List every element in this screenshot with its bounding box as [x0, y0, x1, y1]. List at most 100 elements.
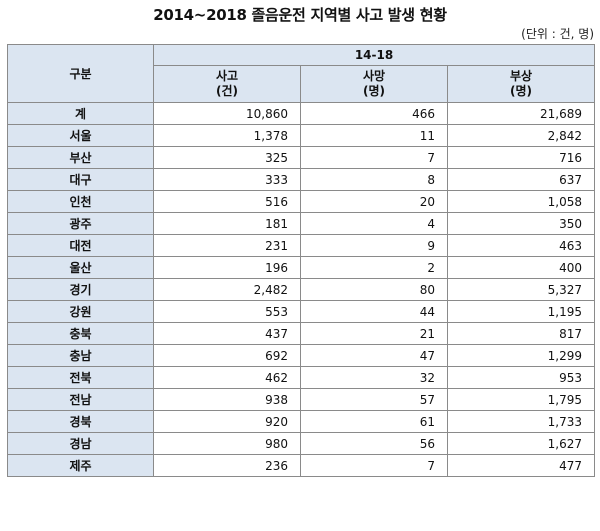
- injuries-cell: 637: [446, 168, 596, 191]
- table-row: 계 10,860 466 21,689: [7, 102, 596, 125]
- deaths-cell: 8: [300, 168, 448, 191]
- deaths-cell: 57: [300, 388, 448, 411]
- injuries-cell: 1,627: [446, 432, 596, 455]
- deaths-cell: 47: [300, 344, 448, 367]
- region-cell: 울산: [7, 256, 154, 279]
- accidents-cell: 10,860: [153, 102, 301, 125]
- accidents-header: 사고 (건): [153, 65, 301, 103]
- accidents-cell: 333: [153, 168, 301, 191]
- table-row: 대전 231 9 463: [7, 234, 596, 257]
- injuries-cell: 350: [446, 212, 596, 235]
- table-row: 전북 462 32 953: [7, 366, 596, 389]
- accidents-cell: 920: [153, 410, 301, 433]
- deaths-cell: 466: [300, 102, 448, 125]
- table-row: 전남 938 57 1,795: [7, 388, 596, 411]
- accident-table: 구분 14-18 사고 (건) 사망 (명) 부상 (명) 계 10,860 466…: [7, 44, 596, 477]
- period-header: 14-18: [152, 44, 596, 66]
- deaths-cell: 80: [300, 278, 448, 301]
- table-row: 충남 692 47 1,299: [7, 344, 596, 367]
- region-cell: 전북: [7, 366, 154, 389]
- page-title: 2014~2018 졸음운전 지역별 사고 발생 현황: [153, 6, 447, 24]
- deaths-cell: 7: [300, 146, 448, 169]
- region-cell: 대구: [7, 168, 154, 191]
- injuries-unit: (명): [510, 84, 533, 98]
- table-row: 울산 196 2 400: [7, 256, 596, 279]
- accidents-cell: 980: [153, 432, 301, 455]
- table-row: 경남 980 56 1,627: [7, 432, 596, 455]
- injuries-header: 부상 (명): [446, 65, 596, 103]
- region-cell: 인천: [7, 190, 154, 213]
- deaths-cell: 2: [300, 256, 448, 279]
- injuries-cell: 1,058: [446, 190, 596, 213]
- injuries-cell: 1,195: [446, 300, 596, 323]
- category-header: 구분: [7, 44, 154, 103]
- region-cell: 제주: [7, 454, 154, 477]
- region-cell: 충남: [7, 344, 154, 367]
- injuries-label: 부상: [509, 69, 533, 83]
- accidents-cell: 325: [153, 146, 301, 169]
- deaths-header: 사망 (명): [300, 65, 448, 103]
- region-cell: 강원: [7, 300, 154, 323]
- table-row: 서울 1,378 11 2,842: [7, 124, 596, 147]
- injuries-cell: 21,689: [446, 102, 596, 125]
- deaths-cell: 7: [300, 454, 448, 477]
- unit-note: (단위 : 건, 명): [521, 27, 594, 41]
- accidents-cell: 462: [153, 366, 301, 389]
- accidents-unit: (건): [215, 84, 238, 98]
- accidents-cell: 692: [153, 344, 301, 367]
- table-body: 계 10,860 466 21,689 서울 1,378 11 2,842 부산 325 7 716 대…: [7, 102, 596, 477]
- region-cell: 대전: [7, 234, 154, 257]
- deaths-cell: 21: [300, 322, 448, 345]
- accidents-cell: 231: [153, 234, 301, 257]
- injuries-cell: 1,733: [446, 410, 596, 433]
- deaths-cell: 61: [300, 410, 448, 433]
- accidents-cell: 938: [153, 388, 301, 411]
- deaths-unit: (명): [362, 84, 385, 98]
- injuries-cell: 400: [446, 256, 596, 279]
- accidents-cell: 553: [153, 300, 301, 323]
- table-row: 부산 325 7 716: [7, 146, 596, 169]
- deaths-cell: 9: [300, 234, 448, 257]
- deaths-cell: 32: [300, 366, 448, 389]
- region-cell: 전남: [7, 388, 154, 411]
- table-row: 대구 333 8 637: [7, 168, 596, 191]
- table-row: 충북 437 21 817: [7, 322, 596, 345]
- injuries-cell: 477: [446, 454, 596, 477]
- region-cell: 경북: [7, 410, 154, 433]
- injuries-cell: 2,842: [446, 124, 596, 147]
- accidents-cell: 2,482: [153, 278, 301, 301]
- table-row: 경북 920 61 1,733: [7, 410, 596, 433]
- injuries-cell: 1,299: [446, 344, 596, 367]
- injuries-cell: 463: [446, 234, 596, 257]
- region-cell: 서울: [7, 124, 154, 147]
- deaths-cell: 56: [300, 432, 448, 455]
- region-cell: 계: [7, 102, 154, 125]
- accidents-cell: 1,378: [153, 124, 301, 147]
- deaths-cell: 20: [300, 190, 448, 213]
- region-cell: 경기: [7, 278, 154, 301]
- injuries-cell: 5,327: [446, 278, 596, 301]
- region-cell: 부산: [7, 146, 154, 169]
- table-row: 강원 553 44 1,195: [7, 300, 596, 323]
- region-cell: 충북: [7, 322, 154, 345]
- injuries-cell: 1,795: [446, 388, 596, 411]
- table-row: 제주 236 7 477: [7, 454, 596, 477]
- deaths-cell: 44: [300, 300, 448, 323]
- injuries-cell: 716: [446, 146, 596, 169]
- accidents-cell: 437: [153, 322, 301, 345]
- table-row: 경기 2,482 80 5,327: [7, 278, 596, 301]
- injuries-cell: 953: [446, 366, 596, 389]
- accidents-label: 사고: [215, 69, 239, 83]
- deaths-label: 사망: [362, 69, 386, 83]
- injuries-cell: 817: [446, 322, 596, 345]
- region-cell: 경남: [7, 432, 154, 455]
- accidents-cell: 236: [153, 454, 301, 477]
- accidents-cell: 196: [153, 256, 301, 279]
- accidents-cell: 181: [153, 212, 301, 235]
- accidents-cell: 516: [153, 190, 301, 213]
- deaths-cell: 4: [300, 212, 448, 235]
- region-cell: 광주: [7, 212, 154, 235]
- table-row: 광주 181 4 350: [7, 212, 596, 235]
- table-row: 인천 516 20 1,058: [7, 190, 596, 213]
- deaths-cell: 11: [300, 124, 448, 147]
